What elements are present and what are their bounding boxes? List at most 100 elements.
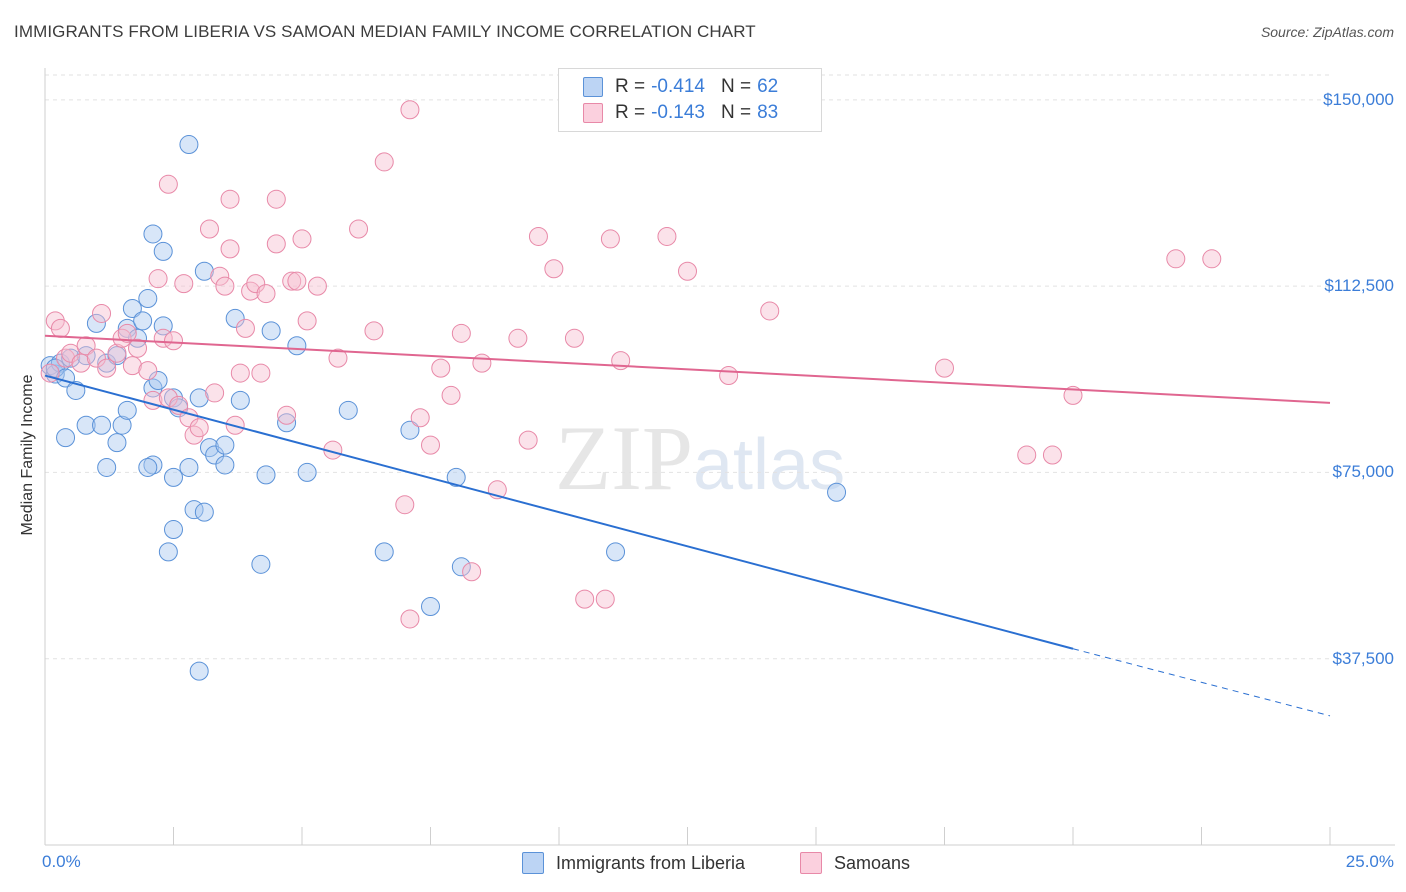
samoan-point bbox=[395, 495, 415, 515]
samoan-point bbox=[107, 343, 127, 363]
liberia-legend-swatch bbox=[522, 852, 544, 874]
y-tick-label: $150,000 bbox=[1323, 89, 1394, 109]
liberia-point bbox=[179, 135, 199, 155]
liberia-swatch bbox=[583, 77, 603, 97]
samoan-point bbox=[544, 259, 564, 279]
liberia-point bbox=[97, 353, 117, 373]
liberia-point bbox=[128, 328, 148, 348]
liberia-point bbox=[338, 400, 358, 420]
samoan-point bbox=[1166, 249, 1186, 269]
samoan-point bbox=[421, 435, 440, 455]
y-tick-label: $37,500 bbox=[1332, 648, 1394, 668]
liberia-point bbox=[107, 433, 127, 453]
liberia-point bbox=[256, 465, 276, 485]
y-axis-label: Median Family Income bbox=[19, 374, 36, 536]
legend-r-label: R = bbox=[615, 76, 646, 97]
samoan-point bbox=[451, 323, 471, 343]
x-tick-label-min: 0.0% bbox=[42, 852, 81, 871]
liberia-point bbox=[76, 415, 96, 435]
samoan-point bbox=[1017, 445, 1037, 465]
liberia-point bbox=[148, 371, 168, 391]
samoan-point bbox=[1063, 385, 1083, 405]
chart-title: IMMIGRANTS FROM LIBERIA VS SAMOAN MEDIAN… bbox=[14, 22, 756, 41]
samoan-point bbox=[349, 219, 369, 239]
bottom-legend-samoan: Samoans bbox=[800, 852, 910, 874]
liberia-point bbox=[56, 428, 76, 448]
samoan-point bbox=[230, 363, 250, 383]
liberia-point bbox=[215, 455, 235, 475]
liberia-point bbox=[194, 261, 214, 281]
liberia-point bbox=[117, 400, 137, 420]
samoan-point bbox=[292, 229, 312, 249]
samoan-point bbox=[97, 358, 117, 378]
bottom-legend-liberia: Immigrants from Liberia bbox=[522, 852, 745, 874]
liberia-trend-extension bbox=[1072, 648, 1331, 717]
liberia-point bbox=[446, 467, 466, 487]
samoan-point bbox=[138, 361, 158, 381]
y-tick-label: $112,500 bbox=[1324, 276, 1394, 296]
samoan-point bbox=[128, 338, 148, 358]
samoan-point bbox=[307, 276, 327, 296]
samoan-point bbox=[462, 562, 482, 582]
liberia-point bbox=[143, 224, 163, 244]
samoan-point bbox=[508, 328, 528, 348]
samoan-point bbox=[518, 430, 538, 450]
samoan-point bbox=[148, 269, 168, 289]
samoan-point bbox=[246, 274, 266, 294]
liberia-point bbox=[451, 557, 471, 577]
liberia-point bbox=[138, 289, 158, 309]
data-points bbox=[40, 100, 1222, 681]
legend-n-label: N = bbox=[720, 102, 752, 123]
liberia-point bbox=[287, 336, 307, 356]
samoan-point bbox=[266, 234, 286, 254]
samoan-point bbox=[678, 261, 697, 281]
samoan-point bbox=[266, 189, 286, 209]
legend-n-value: 62 bbox=[757, 76, 779, 97]
samoan-point bbox=[600, 229, 620, 249]
liberia-point bbox=[143, 455, 163, 475]
legend-r-value: -0.143 bbox=[651, 102, 705, 123]
samoan-point bbox=[1202, 249, 1222, 269]
samoan-legend-label: Samoans bbox=[834, 852, 911, 873]
samoan-point bbox=[76, 336, 96, 356]
samoan-point bbox=[287, 271, 307, 291]
samoan-point bbox=[657, 226, 677, 246]
samoan-point bbox=[328, 348, 348, 368]
liberia-point bbox=[158, 542, 178, 562]
liberia-point bbox=[112, 415, 132, 435]
samoan-point bbox=[215, 276, 235, 296]
samoan-point bbox=[564, 328, 584, 348]
samoan-point bbox=[374, 152, 394, 172]
liberia-point bbox=[189, 388, 209, 408]
liberia-point bbox=[230, 390, 250, 410]
liberia-point bbox=[225, 308, 245, 328]
liberia-trend-line bbox=[44, 374, 1074, 650]
watermark-atlas: atlas bbox=[693, 425, 846, 505]
samoan-point bbox=[189, 418, 209, 438]
liberia-point bbox=[297, 462, 317, 482]
samoan-point bbox=[164, 331, 183, 351]
liberia-point bbox=[92, 415, 112, 435]
liberia-point bbox=[117, 318, 137, 338]
legend-r-value: -0.414 bbox=[651, 76, 705, 97]
samoan-point bbox=[158, 174, 178, 194]
samoan-point bbox=[595, 589, 615, 609]
x-tick-label-max: 25.0% bbox=[1345, 852, 1394, 871]
samoan-point bbox=[410, 408, 430, 428]
liberia-point bbox=[122, 298, 142, 318]
samoan-point bbox=[174, 274, 194, 294]
samoan-point bbox=[235, 318, 255, 338]
samoan-point bbox=[472, 353, 492, 373]
samoan-point bbox=[400, 609, 420, 629]
samoan-point bbox=[575, 589, 595, 609]
samoan-point bbox=[71, 353, 91, 373]
samoan-point bbox=[122, 356, 142, 376]
samoan-legend-swatch bbox=[800, 852, 822, 874]
samoan-point bbox=[282, 271, 302, 291]
liberia-point bbox=[205, 445, 225, 465]
samoan-swatch bbox=[583, 103, 603, 123]
legend-r-label: R = bbox=[615, 102, 646, 123]
samoan-point bbox=[205, 383, 225, 403]
samoan-point bbox=[158, 388, 178, 408]
